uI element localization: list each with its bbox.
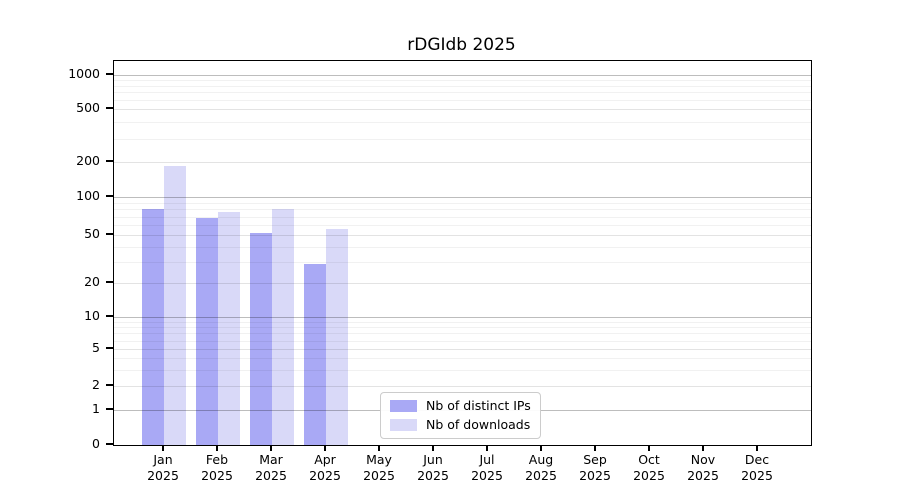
- x-axis-tick-mark: [324, 445, 326, 451]
- gridline: [114, 92, 811, 94]
- x-axis-tick-mark: [756, 445, 758, 451]
- x-axis-tick-label: Nov 2025: [687, 452, 719, 483]
- y-axis-tick-mark: [106, 443, 113, 445]
- x-axis-tick-label: Jan 2025: [147, 452, 179, 483]
- y-axis-tick-label: 50: [84, 226, 100, 241]
- x-axis-tick-label: Jun 2025: [417, 452, 449, 483]
- gridline: [114, 349, 811, 350]
- y-axis-tick-label: 200: [76, 153, 100, 168]
- gridline: [114, 162, 811, 163]
- gridline: [114, 80, 811, 82]
- gridline: [114, 100, 811, 102]
- y-axis-tick-mark: [106, 347, 113, 349]
- gridline: [114, 321, 811, 323]
- y-axis-tick-mark: [106, 408, 113, 410]
- legend: Nb of distinct IPs Nb of downloads: [380, 392, 541, 439]
- gridline: [114, 197, 811, 198]
- bar-distinct-ips: [142, 209, 164, 445]
- gridline: [114, 235, 811, 236]
- y-axis-tick-label: 5: [92, 340, 100, 355]
- chart-title: rDGIdb 2025: [407, 35, 516, 55]
- gridline: [114, 138, 811, 140]
- y-axis-tick-mark: [106, 195, 113, 197]
- x-axis-tick-label: Dec 2025: [741, 452, 773, 483]
- y-axis-tick-mark: [106, 73, 113, 75]
- x-axis-tick-label: Aug 2025: [525, 452, 557, 483]
- y-axis-tick-mark: [106, 107, 113, 109]
- y-axis-tick-label: 1: [92, 401, 100, 416]
- gridline: [114, 283, 811, 284]
- x-axis-tick-label: Apr 2025: [309, 452, 341, 483]
- x-axis-tick-label: Feb 2025: [201, 452, 233, 483]
- gridline: [114, 261, 811, 263]
- legend-swatch-downloads: [390, 419, 417, 431]
- gridline: [114, 333, 811, 335]
- y-axis-tick-label: 20: [84, 274, 100, 289]
- x-axis-tick-mark: [378, 445, 380, 451]
- x-axis-tick-mark: [702, 445, 704, 451]
- gridline: [114, 340, 811, 342]
- bar-downloads: [218, 212, 240, 445]
- y-axis-tick-mark: [106, 233, 113, 235]
- x-axis-tick-mark: [648, 445, 650, 451]
- x-axis-tick-label: Oct 2025: [633, 452, 665, 483]
- gridline: [114, 225, 811, 226]
- y-axis-tick-mark: [106, 281, 113, 283]
- gridline: [114, 109, 811, 110]
- y-axis-tick-label: 10: [84, 308, 100, 323]
- plot-area: [113, 60, 812, 446]
- gridline: [114, 386, 811, 387]
- gridline: [114, 327, 811, 329]
- bar-downloads: [272, 209, 294, 445]
- gridline: [114, 358, 811, 359]
- legend-swatch-distinct-ips: [390, 400, 417, 412]
- y-axis-tick-label: 500: [76, 100, 100, 115]
- x-axis-tick-mark: [162, 445, 164, 451]
- x-axis-tick-mark: [594, 445, 596, 451]
- gridline: [114, 85, 811, 87]
- y-axis-tick-label: 100: [76, 188, 100, 203]
- bar-distinct-ips: [196, 218, 218, 445]
- x-axis-tick-label: Jul 2025: [471, 452, 503, 483]
- y-axis-tick-label: 1000: [68, 66, 100, 81]
- y-axis-tick-label: 2: [92, 377, 100, 392]
- gridline: [114, 209, 811, 211]
- x-axis-tick-label: Sep 2025: [579, 452, 611, 483]
- gridline: [114, 121, 811, 123]
- x-axis-tick-label: Mar 2025: [255, 452, 287, 483]
- bar-downloads: [164, 165, 186, 445]
- gridline: [114, 369, 811, 371]
- x-axis-tick-mark: [432, 445, 434, 451]
- y-axis-tick-label: 0: [92, 436, 100, 451]
- gridline: [114, 202, 811, 204]
- legend-label-downloads: Nb of downloads: [426, 417, 531, 432]
- gridline: [114, 216, 811, 218]
- x-axis-tick-mark: [540, 445, 542, 451]
- gridline: [114, 75, 811, 76]
- legend-label-distinct-ips: Nb of distinct IPs: [426, 398, 531, 413]
- bar-distinct-ips: [250, 232, 272, 445]
- x-axis-tick-mark: [216, 445, 218, 451]
- gridline: [114, 246, 811, 248]
- bar-distinct-ips: [304, 263, 326, 445]
- x-axis-tick-mark: [270, 445, 272, 451]
- bar-downloads: [326, 228, 348, 445]
- x-axis-tick-label: May 2025: [363, 452, 395, 483]
- legend-item-downloads: Nb of downloads: [390, 418, 531, 432]
- x-axis-tick-mark: [486, 445, 488, 451]
- y-axis-tick-mark: [106, 384, 113, 386]
- legend-item-distinct-ips: Nb of distinct IPs: [390, 399, 531, 413]
- gridline: [114, 317, 811, 318]
- y-axis-tick-mark: [106, 160, 113, 162]
- y-axis-tick-mark: [106, 315, 113, 317]
